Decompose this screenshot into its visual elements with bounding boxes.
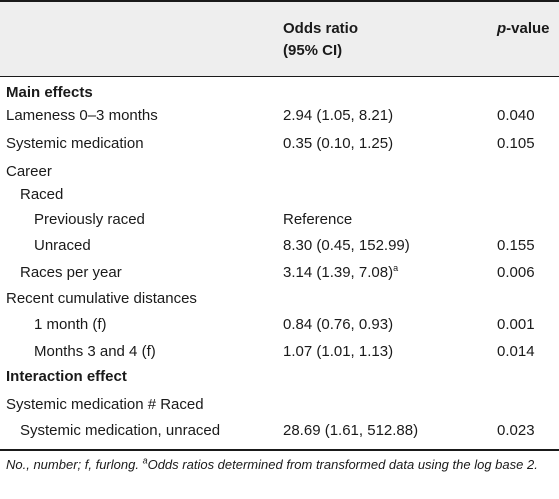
table-row: Months 3 and 4 (f) 1.07 (1.01, 1.13) 0.0… bbox=[0, 338, 559, 366]
row-label: Interaction effect bbox=[6, 368, 127, 385]
row-label: Main effects bbox=[6, 84, 93, 101]
table-row: Raced bbox=[0, 181, 559, 209]
row-odds-ratio: 1.07 (1.01, 1.13) bbox=[283, 343, 394, 360]
row-odds-ratio-footnote-mark: a bbox=[393, 263, 399, 273]
header-p-value: p-value bbox=[497, 18, 550, 40]
row-label: 1 month (f) bbox=[34, 316, 107, 333]
row-label: Recent cumulative distances bbox=[6, 290, 197, 307]
row-p-value: 0.023 bbox=[497, 422, 535, 439]
table-footnote: No., number; f, furlong. aOdds ratios de… bbox=[6, 455, 554, 474]
table-bottom-rule bbox=[0, 449, 559, 451]
row-odds-ratio: 8.30 (0.45, 152.99) bbox=[283, 237, 410, 254]
footnote-mark: a bbox=[142, 455, 148, 466]
row-label: Systemic medication bbox=[6, 135, 144, 152]
table-row: Races per year 3.14 (1.39, 7.08)a 0.006 bbox=[0, 259, 559, 287]
row-label: Systemic medication, unraced bbox=[20, 422, 221, 439]
row-odds-ratio: Reference bbox=[283, 211, 353, 228]
row-label: Career bbox=[6, 163, 52, 180]
table-header: Odds ratio (95% CI) p-value bbox=[0, 0, 559, 77]
row-p-value: 0.014 bbox=[497, 343, 535, 360]
row-p-value: 0.105 bbox=[497, 135, 535, 152]
footnote-text-continued: Odds ratios determined from transformed … bbox=[147, 457, 538, 472]
row-label: Races per year bbox=[20, 264, 122, 281]
row-p-value: 0.155 bbox=[497, 237, 535, 254]
table-row: Recent cumulative distances bbox=[0, 285, 559, 313]
header-odds-ratio: Odds ratio (95% CI) bbox=[283, 18, 358, 62]
row-label: Months 3 and 4 (f) bbox=[34, 343, 156, 360]
table-row: Lameness 0–3 months 2.94 (1.05, 8.21) 0.… bbox=[0, 102, 559, 130]
row-odds-ratio-value: 3.14 (1.39, 7.08) bbox=[283, 264, 394, 281]
table-row: Systemic medication 0.35 (0.10, 1.25) 0.… bbox=[0, 130, 559, 158]
header-p-italic: p bbox=[497, 20, 507, 37]
table-row: Career bbox=[0, 158, 559, 186]
header-odds-ratio-label: Odds ratio bbox=[283, 20, 359, 37]
footnote-text: No., number; f, furlong. bbox=[6, 457, 143, 472]
table-row: Systemic medication # Raced bbox=[0, 391, 559, 419]
row-p-value: 0.001 bbox=[497, 316, 535, 333]
row-odds-ratio: 3.14 (1.39, 7.08)a bbox=[283, 259, 398, 287]
row-p-value: 0.040 bbox=[497, 107, 535, 124]
table-row: Previously raced Reference bbox=[0, 206, 559, 234]
row-odds-ratio: 2.94 (1.05, 8.21) bbox=[283, 107, 394, 124]
header-ci-label: (95% CI) bbox=[283, 42, 343, 59]
header-p-suffix: -value bbox=[506, 20, 550, 37]
row-label: Unraced bbox=[34, 237, 91, 254]
table-row: 1 month (f) 0.84 (0.76, 0.93) 0.001 bbox=[0, 311, 559, 339]
table-row: Systemic medication, unraced 28.69 (1.61… bbox=[0, 417, 559, 445]
table-row: Unraced 8.30 (0.45, 152.99) 0.155 bbox=[0, 232, 559, 260]
row-odds-ratio: 28.69 (1.61, 512.88) bbox=[283, 422, 419, 439]
row-odds-ratio: 0.35 (0.10, 1.25) bbox=[283, 135, 394, 152]
row-label: Raced bbox=[20, 186, 64, 203]
table-row: Main effects bbox=[0, 79, 559, 107]
row-odds-ratio: 0.84 (0.76, 0.93) bbox=[283, 316, 394, 333]
table-row: Interaction effect bbox=[0, 363, 559, 391]
row-label: Systemic medication # Raced bbox=[6, 396, 204, 413]
row-p-value: 0.006 bbox=[497, 264, 535, 281]
row-label: Lameness 0–3 months bbox=[6, 107, 158, 124]
row-label: Previously raced bbox=[34, 211, 145, 228]
